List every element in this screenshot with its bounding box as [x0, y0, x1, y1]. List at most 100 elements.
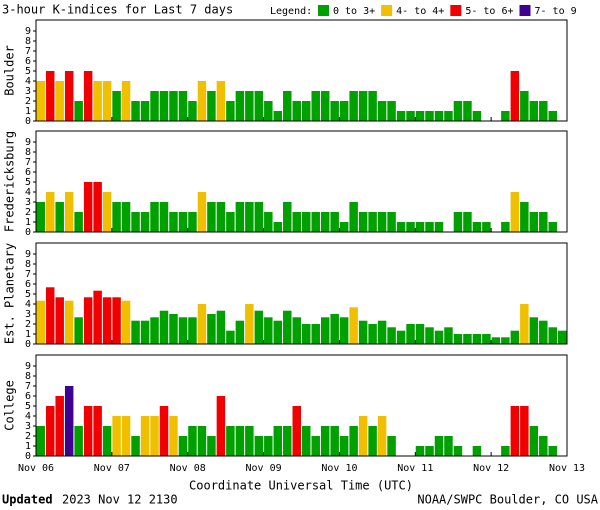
y-tick-label: 5 — [25, 401, 31, 412]
bar — [311, 324, 320, 344]
bar — [396, 111, 406, 121]
bar — [112, 297, 121, 344]
bar — [434, 436, 444, 456]
bar — [140, 101, 150, 121]
bar — [548, 327, 558, 344]
legend-label: 4- to 4+ — [396, 6, 444, 17]
y-tick-label: 3 — [25, 421, 31, 432]
bar — [311, 212, 320, 232]
y-tick-label: 0 — [25, 116, 31, 127]
bar — [406, 324, 415, 344]
bar — [453, 212, 463, 232]
panel-label: Fredericksburg — [3, 131, 17, 232]
bar — [472, 111, 482, 121]
bar — [510, 330, 520, 344]
bar — [264, 436, 273, 456]
bar — [463, 101, 472, 121]
y-tick-label: 9 — [25, 361, 31, 372]
bar — [520, 406, 529, 456]
bar — [529, 317, 539, 344]
bar — [349, 202, 358, 232]
bar — [64, 71, 74, 121]
legend-swatch — [450, 5, 462, 16]
bar — [83, 71, 93, 121]
bar — [74, 317, 83, 344]
bar — [377, 320, 387, 344]
y-tick-label: 4 — [25, 76, 31, 87]
bar — [169, 212, 178, 232]
bar — [102, 426, 112, 456]
bar — [425, 111, 434, 121]
bar — [472, 334, 482, 344]
y-tick-label: 8 — [25, 147, 31, 158]
bar — [254, 202, 264, 232]
bar — [415, 222, 425, 232]
bar — [264, 212, 273, 232]
y-tick-label: 8 — [25, 259, 31, 270]
bar — [74, 426, 83, 456]
bar — [169, 314, 178, 344]
bar — [320, 212, 330, 232]
bar — [320, 317, 330, 344]
bar — [320, 91, 330, 121]
bar — [387, 327, 396, 344]
bar — [226, 212, 235, 232]
bar — [64, 300, 74, 344]
bar — [529, 101, 539, 121]
bar — [330, 212, 339, 232]
bar — [121, 202, 131, 232]
bar — [102, 81, 112, 121]
x-tick-label: Nov 13 — [549, 463, 585, 474]
bar — [188, 317, 197, 344]
y-tick-label: 0 — [25, 227, 31, 238]
bar — [131, 320, 140, 344]
bar — [330, 426, 339, 456]
bar — [482, 334, 491, 344]
bar — [358, 91, 368, 121]
bar — [444, 327, 453, 344]
legend-label: 5- to 6+ — [465, 6, 513, 17]
bar — [216, 81, 226, 121]
bar — [434, 222, 444, 232]
bar — [539, 436, 548, 456]
bar — [150, 91, 159, 121]
y-tick-label: 7 — [25, 46, 31, 57]
bar — [302, 324, 311, 344]
y-tick-label: 9 — [25, 249, 31, 260]
bar — [358, 212, 368, 232]
bar — [463, 334, 472, 344]
bar — [36, 81, 45, 121]
chart-title: 3-hour K-indices for Last 7 days — [2, 3, 233, 17]
bar — [520, 91, 529, 121]
bar — [444, 111, 453, 121]
x-tick-label: Nov 12 — [473, 463, 509, 474]
bar — [36, 300, 45, 344]
bar — [453, 446, 463, 456]
x-tick-label: Nov 08 — [170, 463, 206, 474]
bar — [207, 436, 216, 456]
bar — [472, 446, 482, 456]
bar — [254, 310, 264, 344]
y-tick-label: 4 — [25, 411, 31, 422]
bar — [434, 330, 444, 344]
bar — [55, 202, 64, 232]
bar — [235, 202, 245, 232]
bar — [83, 182, 93, 232]
x-tick-label: Nov 11 — [397, 463, 433, 474]
bar — [406, 111, 415, 121]
bar — [396, 222, 406, 232]
bar — [415, 111, 425, 121]
bar — [207, 314, 216, 344]
bar — [45, 71, 55, 121]
bar — [140, 416, 150, 456]
bar — [311, 91, 320, 121]
bar — [482, 222, 491, 232]
bar — [83, 406, 93, 456]
x-axis-label: Coordinate Universal Time (UTC) — [189, 479, 413, 493]
bar — [302, 212, 311, 232]
bar — [387, 212, 396, 232]
bar — [339, 317, 349, 344]
y-tick-label: 5 — [25, 289, 31, 300]
bar — [216, 310, 226, 344]
